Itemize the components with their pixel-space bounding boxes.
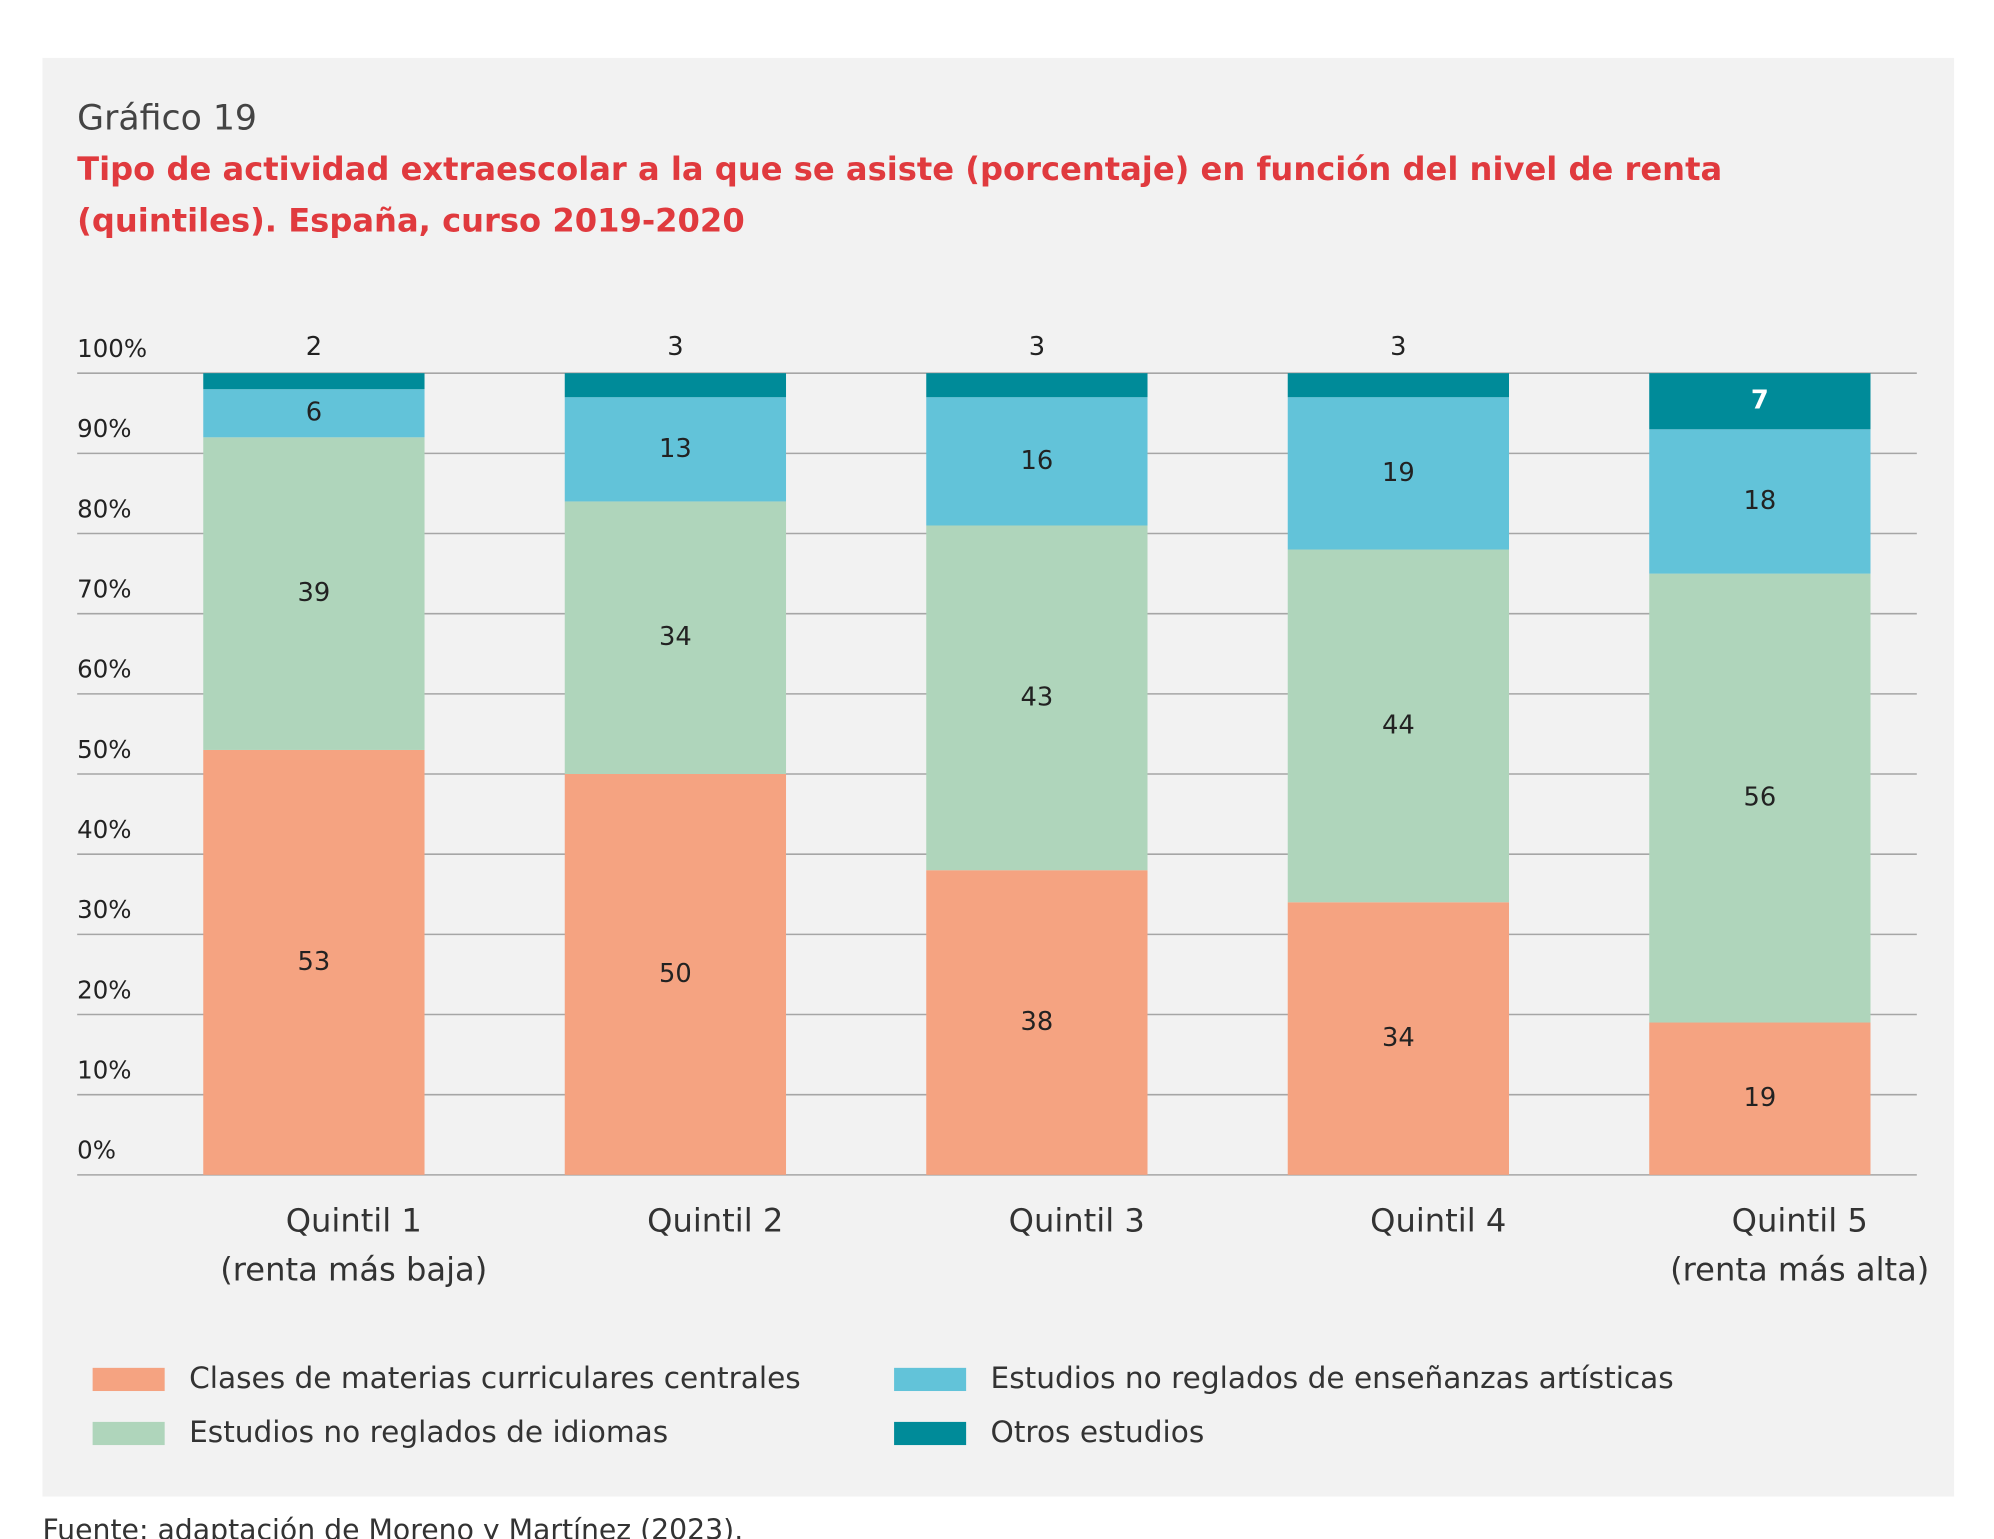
x-tick-label: Quintil 1 — [286, 1201, 422, 1239]
data-label: 39 — [298, 578, 331, 608]
data-label: 38 — [1021, 1007, 1054, 1037]
data-label: 34 — [659, 622, 692, 652]
y-tick-label: 90% — [77, 414, 131, 443]
data-label: 44 — [1382, 710, 1415, 740]
data-label: 6 — [306, 398, 322, 428]
legend-swatch — [92, 1367, 165, 1392]
y-tick-label: 80% — [77, 494, 131, 523]
data-label: 19 — [1382, 458, 1415, 488]
data-label: 50 — [659, 959, 692, 989]
bar-segment — [1649, 429, 1871, 574]
source: Fuente: adaptación de Moreno y Martínez … — [42, 1513, 743, 1539]
data-label: 3 — [667, 332, 683, 362]
x-tick-note: (renta más alta) — [1670, 1250, 1929, 1288]
x-tick-label: Quintil 3 — [1009, 1201, 1145, 1239]
bar-segment — [926, 870, 1148, 1175]
bar-segment — [1649, 573, 1871, 1023]
y-tick-label: 50% — [77, 735, 131, 764]
bar-segment — [926, 525, 1148, 871]
bar-segment — [1649, 1022, 1871, 1175]
y-tick-label: 20% — [77, 975, 131, 1004]
x-tick-label: Quintil 4 — [1370, 1201, 1506, 1239]
data-label: 7 — [1751, 386, 1769, 416]
data-label: 18 — [1744, 486, 1777, 516]
bar-segment — [203, 389, 425, 438]
bar-segment — [564, 501, 787, 775]
legend-label: Estudios no reglados de idiomas — [189, 1415, 668, 1449]
y-tick-label: 40% — [77, 815, 131, 844]
bar-segment — [926, 373, 1148, 398]
y-tick-label: 70% — [77, 575, 131, 604]
legend-label: Estudios no reglados de enseñanzas artís… — [991, 1361, 1674, 1395]
title-holder: Tipo de actividad extraescolar a la que … — [77, 150, 1723, 240]
bar-segment — [1287, 902, 1510, 1175]
bar-segment — [1649, 373, 1871, 430]
data-label: 3 — [1029, 332, 1045, 362]
data-label: 56 — [1744, 783, 1777, 813]
legend-swatch — [894, 1367, 967, 1392]
bar-segment — [203, 749, 425, 1175]
data-label: 16 — [1021, 446, 1054, 476]
y-tick-label: 30% — [77, 895, 131, 924]
chart-label: Gráfico 19 — [77, 99, 257, 139]
legend-label: Otros estudios — [991, 1415, 1205, 1449]
bar-segment — [1287, 397, 1510, 550]
x-tick-note: (renta más baja) — [220, 1250, 487, 1288]
data-label: 13 — [659, 434, 692, 464]
chart-title: Tipo de actividad extraescolar a la que … — [77, 150, 1723, 240]
data-label: 43 — [1021, 682, 1054, 712]
bar-segment — [203, 437, 425, 750]
y-tick-label: 100% — [77, 334, 147, 363]
data-label: 3 — [1390, 332, 1406, 362]
bar-segment — [1287, 549, 1510, 903]
y-tick-label: 60% — [77, 655, 131, 684]
y-tick-label: 0% — [77, 1136, 116, 1165]
bar-segment — [926, 397, 1148, 526]
x-tick-label: Quintil 5 — [1732, 1201, 1868, 1239]
data-label: 34 — [1382, 1023, 1415, 1053]
bar-segment — [564, 373, 787, 398]
legend-swatch — [92, 1421, 165, 1446]
y-tick-label: 10% — [77, 1056, 131, 1085]
data-label: 53 — [298, 947, 331, 977]
data-label: 19 — [1744, 1083, 1777, 1113]
bar-segment — [564, 774, 787, 1175]
legend-label: Clases de materias curriculares centrale… — [189, 1361, 801, 1395]
bar-segment — [203, 373, 425, 390]
bar-segment — [1287, 373, 1510, 398]
x-tick-label: Quintil 2 — [647, 1201, 783, 1239]
bar-segment — [564, 397, 787, 502]
legend-swatch — [894, 1421, 967, 1446]
data-label: 2 — [306, 332, 322, 362]
